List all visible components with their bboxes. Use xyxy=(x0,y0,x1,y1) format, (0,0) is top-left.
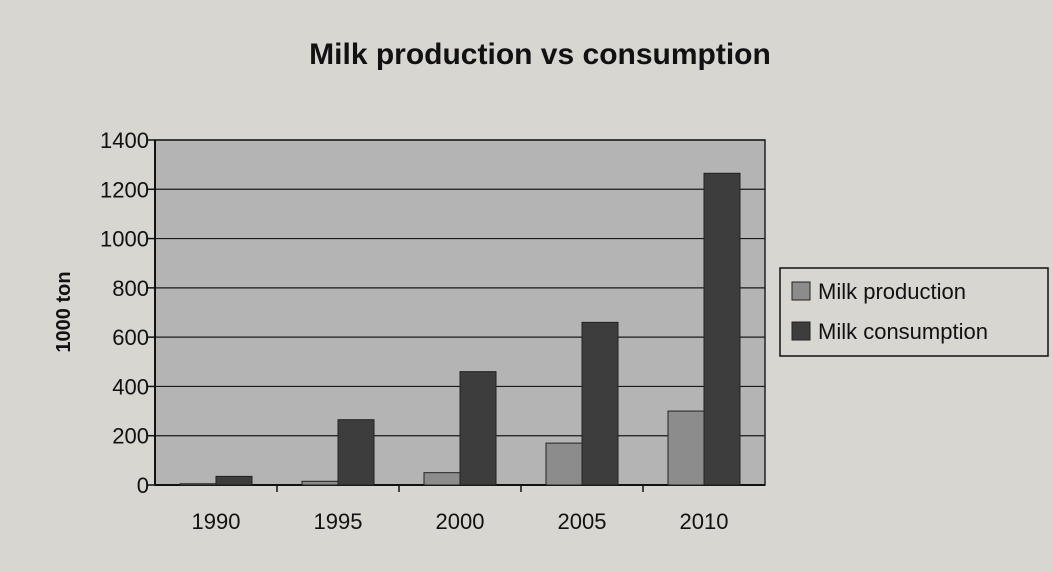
bar-consumption xyxy=(215,475,253,486)
legend-box xyxy=(779,267,1049,357)
y-tick-label: 1000 xyxy=(100,227,149,252)
legend: Milk production Milk consumption xyxy=(779,267,1049,357)
y-axis-label: 1000 ton xyxy=(53,271,75,352)
bar-consumption xyxy=(459,371,497,486)
y-tick-label: 0 xyxy=(137,473,149,498)
y-tick-label: 1400 xyxy=(100,128,149,153)
bar-consumption xyxy=(703,172,741,486)
y-tick-label: 600 xyxy=(112,325,149,350)
chart-title: Milk production vs consumption xyxy=(309,38,771,71)
y-tick-label: 800 xyxy=(112,276,149,301)
bar-production xyxy=(179,483,217,486)
y-tick-label: 400 xyxy=(112,374,149,399)
bar-consumption xyxy=(337,419,375,486)
bar-production xyxy=(667,410,705,486)
legend-swatch-production xyxy=(791,281,811,301)
y-tick-label: 200 xyxy=(112,424,149,449)
bar-production xyxy=(545,442,583,486)
x-tick-label: 1990 xyxy=(192,509,241,534)
legend-label-consumption: Milk consumption xyxy=(818,319,988,344)
bar-production xyxy=(423,472,461,486)
bar-consumption xyxy=(581,321,619,486)
legend-swatch-consumption xyxy=(791,321,811,341)
x-tick-label: 1995 xyxy=(314,509,363,534)
plot-area: 0 200 400 600 800 1000 1200 1400 1990 1995 2000 200… xyxy=(100,128,766,534)
legend-label-production: Milk production xyxy=(818,279,966,304)
x-tick-label: 2000 xyxy=(436,509,485,534)
x-tick-label: 2005 xyxy=(558,509,607,534)
x-tick-label: 2010 xyxy=(680,509,729,534)
bar-production xyxy=(301,480,339,486)
y-tick-label: 1200 xyxy=(100,177,149,202)
